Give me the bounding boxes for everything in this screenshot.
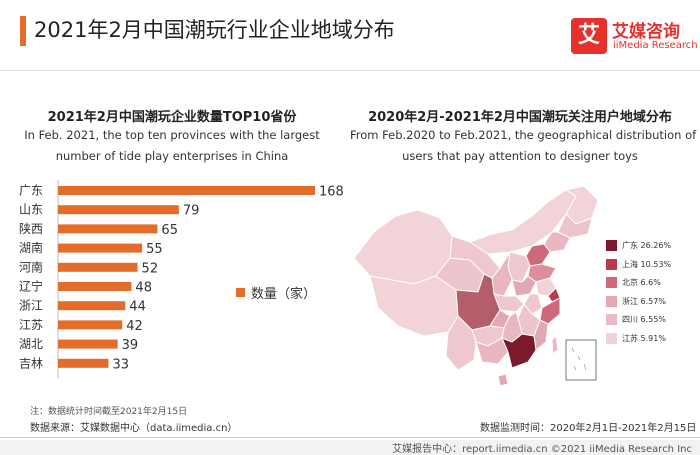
map-region-hainan — [497, 373, 509, 387]
data-note: 注：数据统计时间截至2021年2月15日 — [30, 407, 188, 417]
bar — [58, 301, 126, 311]
monitor-period: 数据监测时间：2020年2月1日-2021年2月15日 — [480, 423, 697, 434]
header-divider — [0, 70, 700, 71]
map-legend-swatch — [606, 333, 617, 344]
map-region-tibet — [369, 275, 461, 337]
category-label: 广东 — [19, 184, 43, 198]
category-label: 辽宁 — [19, 279, 43, 294]
logo-tagline: iiMedia Research — [613, 40, 698, 51]
bar-chart: 广东 168 山东 79 陕西 65 湖南 55 河南 52 辽宁 48 浙江 44 江苏 42 湖北 39 吉林 3… — [19, 180, 344, 378]
map-legend-label: 四川 6.55% — [622, 315, 666, 325]
category-label: 吉林 — [19, 356, 43, 370]
bar-chart-title: 2021年2月中国潮玩企业数量TOP10省份 — [47, 110, 297, 125]
map-legend-label: 浙江 6.57% — [622, 296, 666, 306]
map-region-zhejiang — [539, 297, 561, 325]
map-legend-label: 广东 26.26% — [622, 241, 672, 250]
bar — [58, 243, 143, 253]
map-region-yunnan — [445, 315, 477, 371]
bar-value-label: 52 — [142, 261, 159, 276]
bar-value-label: 39 — [122, 338, 139, 353]
bar-value-label: 55 — [146, 242, 163, 257]
category-label: 江苏 — [19, 318, 43, 332]
footer-divider — [0, 437, 700, 438]
bar-value-label: 79 — [183, 204, 200, 219]
bar-chart-subtitle-line2: number of tide play enterprises in China — [55, 149, 289, 163]
category-label: 山东 — [19, 203, 43, 217]
map-subtitle-line2: users that pay attention to designer toy… — [402, 149, 638, 163]
map-legend-swatch — [606, 240, 617, 251]
bar — [58, 358, 109, 368]
south-china-sea-islands-icon — [571, 347, 587, 371]
south-china-sea-inset — [565, 339, 597, 381]
map-region-guangdong — [501, 333, 537, 369]
legend-label: 数量（家） — [251, 287, 317, 302]
map-legend-label: 江苏 5.91% — [622, 334, 666, 343]
bar — [58, 205, 179, 215]
category-label: 浙江 — [19, 299, 43, 313]
bar — [58, 262, 138, 272]
logo-name: 艾媒咨询 — [612, 22, 680, 42]
map-region-taiwan — [551, 334, 559, 355]
page-title: 2021年2月中国潮玩行业企业地域分布 — [34, 18, 395, 42]
category-label: 河南 — [19, 259, 43, 274]
bar-value-label: 44 — [129, 300, 146, 315]
category-label: 陕西 — [19, 221, 43, 236]
data-source: 数据来源：艾媒数据中心（data.iimedia.cn） — [30, 423, 238, 434]
china-map — [353, 185, 599, 387]
bar-value-label: 168 — [319, 185, 344, 200]
bar-chart-subtitle-line1: In Feb. 2021, the top ten provinces with… — [24, 128, 320, 142]
legend-swatch — [236, 288, 245, 297]
map-subtitle-line1: From Feb.2020 to Feb.2021, the geographi… — [350, 128, 697, 142]
map-legend-label: 上海 10.53% — [622, 259, 672, 269]
bar-value-label: 65 — [161, 223, 178, 238]
bar — [58, 282, 132, 291]
map-legend-label: 北京 6.6% — [622, 278, 661, 288]
bar-value-label: 33 — [112, 357, 129, 372]
bar — [58, 320, 123, 330]
footer-bar — [0, 440, 700, 455]
logo-icon: 艾 — [571, 18, 607, 54]
map-legend-swatch — [606, 277, 617, 289]
category-label: 湖南 — [19, 240, 43, 255]
map-legend-swatch — [606, 295, 617, 307]
map-region-shaanxi — [491, 251, 513, 297]
map-region-beijing-hebei — [525, 243, 551, 267]
bar — [58, 186, 315, 195]
map-legend-swatch — [606, 314, 617, 326]
bar — [58, 224, 158, 234]
map-legend-swatch — [606, 258, 617, 270]
footer-text: 艾媒报告中心：report.iimedia.cn ©2021 iiMedia R… — [392, 444, 692, 455]
map-title: 2020年2月-2021年2月中国潮玩关注用户地域分布 — [368, 110, 672, 125]
bar-value-label: 42 — [126, 319, 143, 334]
map-region-xinjiang — [353, 209, 453, 285]
bar — [58, 339, 118, 349]
title-accent-bar — [20, 16, 26, 46]
bar-value-label: 48 — [135, 281, 152, 296]
category-label: 湖北 — [19, 336, 43, 351]
